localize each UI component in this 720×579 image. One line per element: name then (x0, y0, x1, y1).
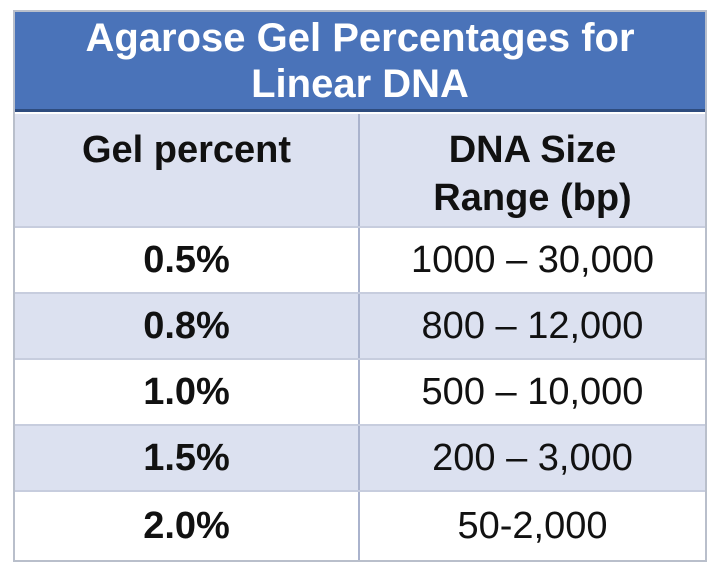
cell-dna-size-range: 1000 – 30,000 (410, 238, 654, 281)
cell-gel-percent: 2.0% (15, 492, 360, 560)
table-row: 0.8% 800 – 12,000 (15, 292, 705, 358)
table-row: 2.0% 50-2,000 (15, 490, 705, 560)
cell-dna-size-range: 50-2,000 (457, 504, 608, 547)
header-cell-dna-size-range: DNA Size Range (bp) (360, 114, 705, 226)
agarose-gel-table: Agarose Gel Percentages for Linear DNA G… (13, 10, 707, 562)
table-row: 1.0% 500 – 10,000 (15, 358, 705, 424)
header-label-gel-percent: Gel percent (81, 129, 292, 171)
table-header-row: Gel percent DNA Size Range (bp) (15, 112, 705, 226)
table-title: Agarose Gel Percentages for Linear DNA (85, 15, 635, 106)
cell-dna-size-range: 800 – 12,000 (421, 304, 644, 347)
table-title-bar: Agarose Gel Percentages for Linear DNA (15, 12, 705, 112)
header-cell-gel-percent: Gel percent (15, 114, 360, 226)
cell-dna-size-range: 500 – 10,000 (421, 370, 644, 413)
header-label-dna-size-range: DNA Size Range (bp) (433, 129, 632, 219)
table-row: 1.5% 200 – 3,000 (15, 424, 705, 490)
cell-gel-percent: 0.5% (15, 228, 360, 292)
cell-gel-percent: 1.5% (15, 426, 360, 490)
cell-gel-percent: 1.0% (15, 360, 360, 424)
cell-dna-size-range: 200 – 3,000 (432, 436, 633, 479)
cell-gel-percent: 0.8% (15, 294, 360, 358)
table-row: 0.5% 1000 – 30,000 (15, 226, 705, 292)
